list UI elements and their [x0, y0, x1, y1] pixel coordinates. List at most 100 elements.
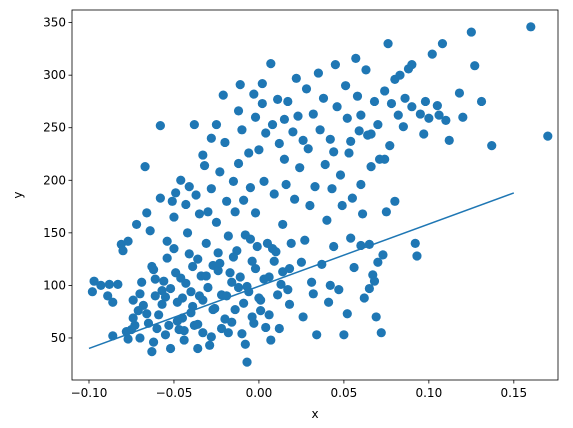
- data-point: [364, 283, 374, 294]
- data-point: [393, 110, 403, 120]
- data-point: [273, 290, 283, 300]
- data-point: [215, 167, 225, 177]
- data-point: [335, 170, 346, 180]
- data-point: [199, 160, 210, 171]
- data-point: [130, 320, 140, 330]
- data-point: [137, 277, 147, 287]
- data-point: [179, 326, 189, 336]
- data-point: [470, 61, 480, 71]
- data-point: [340, 81, 351, 91]
- data-point: [293, 111, 303, 121]
- data-point: [228, 252, 239, 262]
- data-point: [398, 122, 408, 132]
- y-axis-label: y: [11, 191, 25, 198]
- data-point: [250, 112, 261, 122]
- data-point: [346, 233, 356, 243]
- data-point: [283, 96, 293, 107]
- data-point: [361, 65, 371, 75]
- data-point: [344, 148, 354, 158]
- data-point: [186, 287, 196, 297]
- data-point: [410, 238, 420, 248]
- data-point: [189, 119, 199, 130]
- data-point: [164, 320, 174, 330]
- data-point: [167, 196, 177, 206]
- data-point: [298, 312, 308, 322]
- data-point: [165, 283, 176, 294]
- data-point: [237, 125, 247, 135]
- data-point: [400, 93, 410, 103]
- data-point: [150, 274, 160, 284]
- data-point: [307, 277, 317, 287]
- data-point: [383, 39, 393, 49]
- data-point: [179, 335, 189, 345]
- data-point: [266, 59, 276, 69]
- data-point: [412, 251, 422, 261]
- data-point: [283, 285, 293, 295]
- data-point: [329, 241, 339, 252]
- data-point: [332, 102, 342, 112]
- data-point: [160, 330, 171, 340]
- data-point: [194, 209, 205, 219]
- data-point: [142, 208, 152, 218]
- data-point: [427, 49, 437, 59]
- data-point: [123, 334, 133, 344]
- data-point: [369, 96, 380, 107]
- data-point: [308, 289, 318, 299]
- data-point: [182, 228, 193, 238]
- data-point: [259, 176, 269, 186]
- data-point: [369, 276, 380, 286]
- x-tick-label: 0.15: [500, 386, 527, 400]
- x-tick-label: 0.10: [415, 386, 442, 400]
- data-point: [487, 141, 497, 151]
- data-point: [349, 262, 359, 273]
- data-point: [131, 219, 142, 230]
- data-point: [378, 250, 388, 260]
- data-point: [203, 282, 213, 293]
- data-point: [318, 93, 329, 103]
- data-point: [208, 304, 218, 315]
- y-tick-label: 300: [43, 68, 66, 82]
- data-point: [305, 200, 315, 211]
- data-point: [159, 276, 169, 286]
- data-point: [432, 101, 442, 111]
- data-point: [87, 287, 97, 297]
- y-tick-label: 100: [43, 278, 66, 292]
- data-point: [279, 154, 290, 164]
- data-point: [247, 256, 257, 266]
- data-point: [257, 98, 267, 109]
- data-point: [267, 119, 278, 130]
- data-point: [315, 125, 325, 135]
- data-point: [373, 119, 383, 130]
- data-point: [242, 281, 252, 292]
- data-point: [366, 162, 376, 172]
- data-point: [373, 257, 383, 267]
- data-point: [216, 323, 227, 334]
- x-tick-label: −0.05: [156, 386, 193, 400]
- data-point: [284, 263, 295, 274]
- data-point: [454, 88, 465, 98]
- data-point: [261, 128, 271, 138]
- data-point: [347, 193, 357, 203]
- data-point: [357, 209, 368, 219]
- data-point: [235, 272, 245, 282]
- data-point: [434, 110, 444, 120]
- data-point: [218, 90, 228, 100]
- data-point: [279, 114, 290, 124]
- data-point: [543, 131, 553, 141]
- data-point: [147, 347, 157, 357]
- data-point: [276, 279, 286, 289]
- data-point: [215, 258, 225, 268]
- data-point: [444, 135, 454, 145]
- data-point: [152, 323, 162, 334]
- data-point: [165, 343, 176, 354]
- data-point: [211, 217, 222, 227]
- data-point: [466, 27, 476, 37]
- scatter-points: [87, 22, 553, 367]
- data-point: [284, 299, 295, 309]
- data-point: [211, 119, 222, 130]
- data-point: [222, 196, 232, 206]
- data-point: [249, 89, 259, 99]
- data-point: [476, 96, 487, 107]
- data-point: [386, 98, 397, 109]
